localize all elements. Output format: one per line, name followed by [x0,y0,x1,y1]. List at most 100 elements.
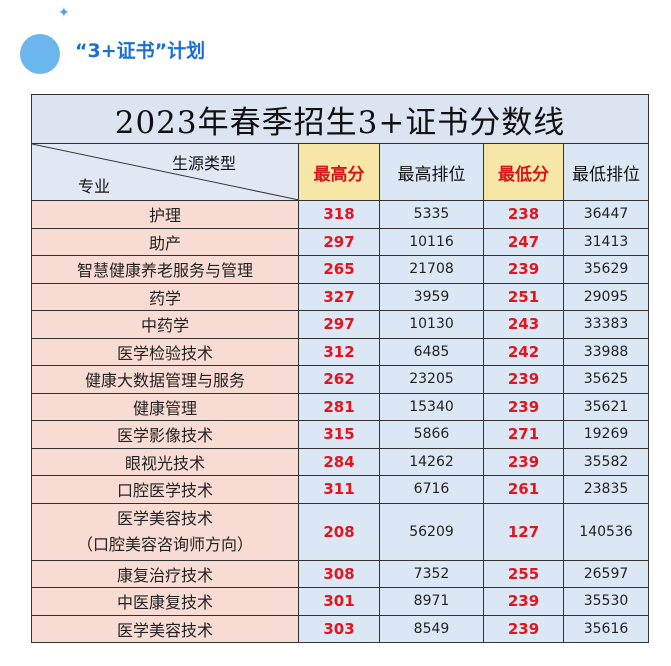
max-rank-cell: 5866 [379,420,484,449]
max-score-cell: 297 [298,227,380,256]
major-cell: 眼视光技术 [31,447,299,476]
table-row: 药学 327 3959 251 29095 [31,282,650,311]
major-cell: 口腔医学技术 [31,475,299,504]
min-rank-cell: 35621 [562,392,650,421]
max-rank-cell: 7352 [379,559,484,588]
diagonal-line [32,144,299,200]
col-header-min-score: 最低分 [483,143,564,201]
major-cell: 医学检验技术 [31,337,299,366]
min-score-cell: 239 [483,365,564,394]
col-header-max-score: 最高分 [298,143,380,201]
max-rank-cell: 21708 [379,255,484,284]
max-score-cell: 301 [298,587,380,616]
min-rank-cell: 33988 [562,337,650,366]
major-cell: 健康大数据管理与服务 [31,365,299,394]
max-score-cell: 318 [298,200,380,229]
min-score-cell: 238 [483,200,564,229]
min-score-cell: 243 [483,310,564,339]
major-cell: 护理 [31,200,299,229]
max-score-cell: 312 [298,337,380,366]
max-rank-cell: 6485 [379,337,484,366]
max-rank-cell: 8971 [379,587,484,616]
table-row: 康复治疗技术 308 7352 255 26597 [31,559,650,588]
min-rank-cell: 36447 [562,200,650,229]
min-rank-cell: 35625 [562,365,650,394]
min-rank-cell: 35530 [562,587,650,616]
major-cell: 智慧健康养老服务与管理 [31,255,299,284]
max-score-cell: 315 [298,420,380,449]
table-row: 护理 318 5335 238 36447 [31,200,650,229]
table-row: 口腔医学技术 311 6716 261 23835 [31,475,650,504]
max-score-cell: 262 [298,365,380,394]
min-score-cell: 251 [483,282,564,311]
table-row: 眼视光技术 284 14262 239 35582 [31,447,650,476]
max-score-cell: 311 [298,475,380,504]
min-score-cell: 271 [483,420,564,449]
min-score-cell: 247 [483,227,564,256]
max-score-cell: 303 [298,614,380,643]
table-row: 助产 297 10116 247 31413 [31,227,650,256]
major-label: 专业 [78,177,111,196]
major-cell: 助产 [31,227,299,256]
major-line-2: （口腔美容咨询师方向） [76,534,253,554]
min-score-cell: 127 [483,502,564,561]
max-score-cell: 327 [298,282,380,311]
max-score-cell: 308 [298,559,380,588]
table-row: 医学检验技术 312 6485 242 33988 [31,337,650,366]
max-score-cell: 208 [298,502,380,561]
diagonal-header-cell: 生源类型 专业 [31,143,299,201]
min-score-cell: 261 [483,475,564,504]
max-rank-cell: 10130 [379,310,484,339]
table-row: 中药学 297 10130 243 33383 [31,310,650,339]
min-rank-cell: 23835 [562,475,650,504]
min-rank-cell: 35582 [562,447,650,476]
sparkle-icon: ✦ [58,5,70,21]
max-score-cell: 297 [298,310,380,339]
max-rank-cell: 5335 [379,200,484,229]
min-score-cell: 239 [483,255,564,284]
major-cell: 医学美容技术 [31,614,299,643]
min-rank-cell: 140536 [562,502,650,561]
max-score-cell: 265 [298,255,380,284]
table-row: 医学影像技术 315 5866 271 19269 [31,420,650,449]
min-score-cell: 242 [483,337,564,366]
major-cell: 药学 [31,282,299,311]
circle-bullet-icon [20,34,60,74]
min-rank-cell: 35616 [562,614,650,643]
max-rank-cell: 10116 [379,227,484,256]
table-row: 中医康复技术 301 8971 239 35530 [31,587,650,616]
max-rank-cell: 6716 [379,475,484,504]
max-rank-cell: 3959 [379,282,484,311]
major-cell: 康复治疗技术 [31,559,299,588]
min-rank-cell: 29095 [562,282,650,311]
table-row: 健康大数据管理与服务 262 23205 239 35625 [31,365,650,394]
min-score-cell: 239 [483,447,564,476]
major-cell: 医学影像技术 [31,420,299,449]
major-cell: 中药学 [31,310,299,339]
major-cell: 医学美容技术 （口腔美容咨询师方向） [31,502,299,561]
max-score-cell: 284 [298,447,380,476]
col-header-min-rank: 最低排位 [562,143,650,201]
min-score-cell: 239 [483,392,564,421]
min-score-cell: 255 [483,559,564,588]
table-row: 医学美容技术 （口腔美容咨询师方向） 208 56209 127 140536 [31,502,650,561]
max-score-cell: 281 [298,392,380,421]
min-rank-cell: 19269 [562,420,650,449]
max-rank-cell: 14262 [379,447,484,476]
major-line-1: 医学美容技术 [116,508,213,528]
min-rank-cell: 26597 [562,559,650,588]
min-score-cell: 239 [483,614,564,643]
max-rank-cell: 8549 [379,614,484,643]
score-table: 2023年春季招生3+证书分数线 生源类型 专业 最高分 最高排位 最低分 最低… [30,94,650,643]
source-type-label: 生源类型 [172,154,237,173]
max-rank-cell: 15340 [379,392,484,421]
table-row: 医学美容技术 303 8549 239 35616 [31,614,650,643]
table-row: 智慧健康养老服务与管理 265 21708 239 35629 [31,255,650,284]
max-rank-cell: 23205 [379,365,484,394]
max-rank-cell: 56209 [379,502,484,561]
min-score-cell: 239 [483,587,564,616]
section-heading: “3+证书”计划 [75,40,206,62]
min-rank-cell: 35629 [562,255,650,284]
col-header-max-rank: 最高排位 [379,143,484,201]
table-title: 2023年春季招生3+证书分数线 [30,94,650,144]
